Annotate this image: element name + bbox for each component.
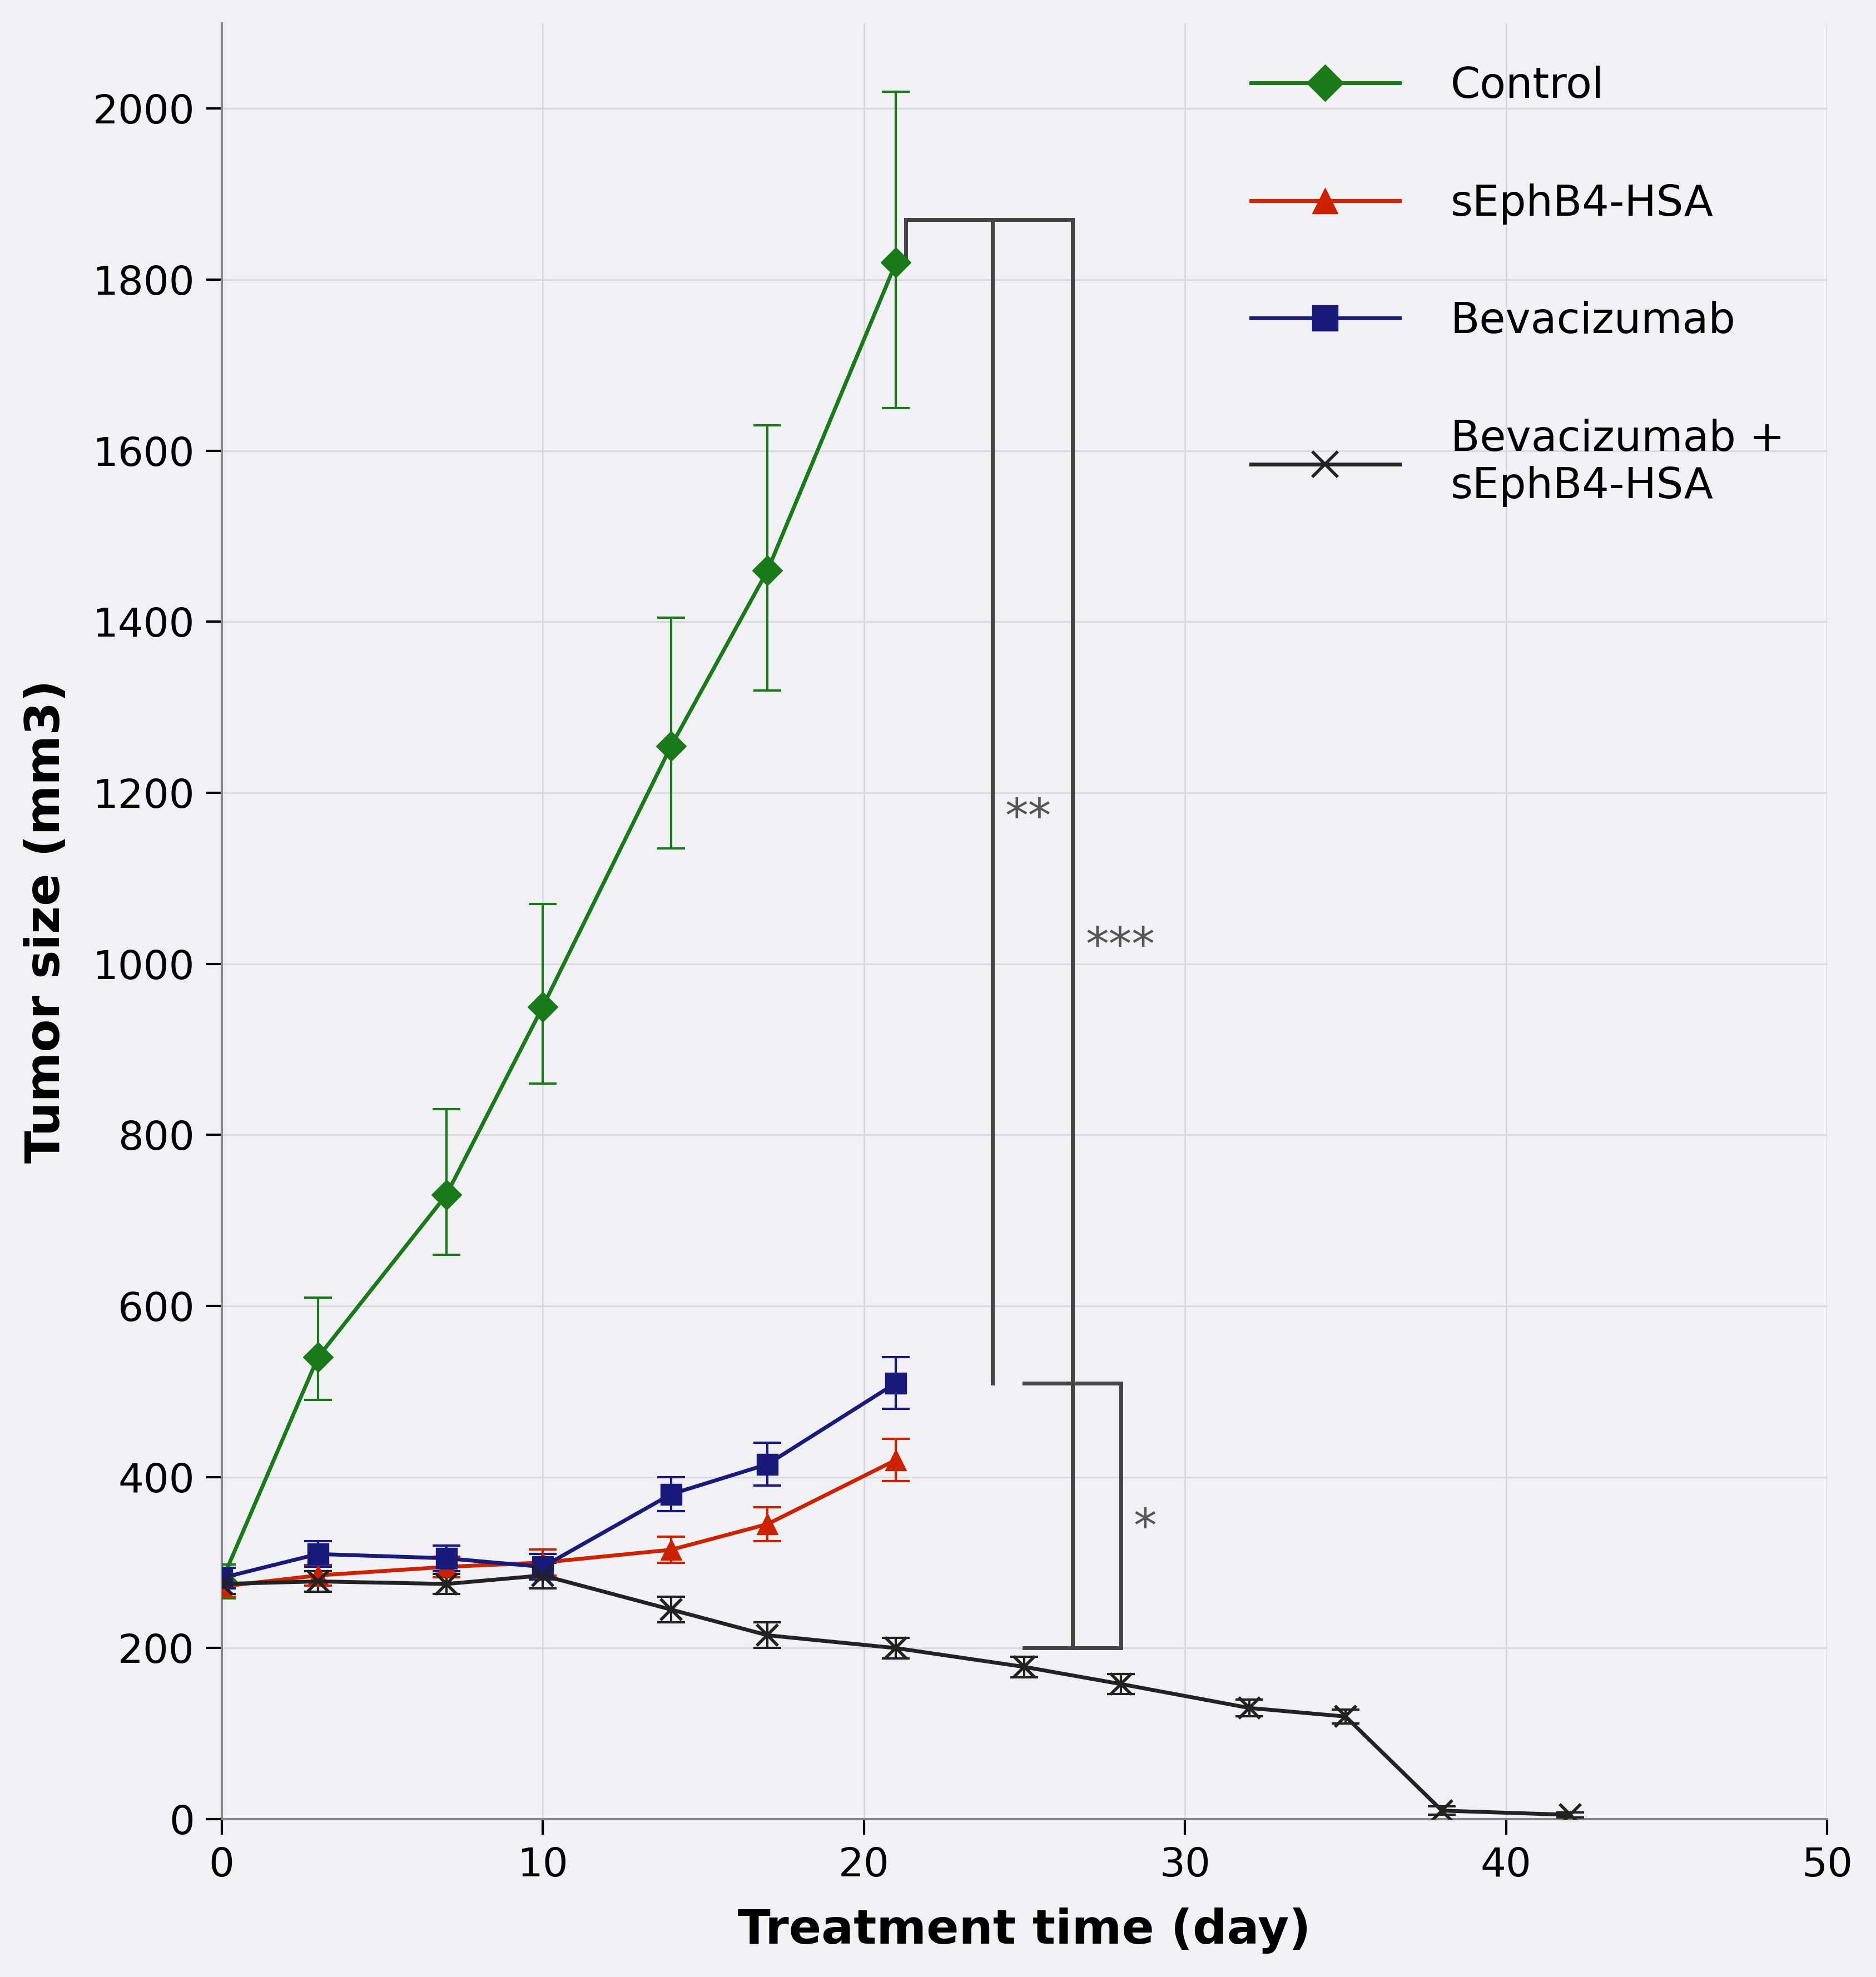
Legend: Control, sEphB4-HSA, Bevacizumab, Bevacizumab +
sEphB4-HSA: Control, sEphB4-HSA, Bevacizumab, Bevaci… — [1229, 43, 1807, 528]
Text: ***: *** — [1086, 925, 1156, 969]
Text: *: * — [1133, 1506, 1157, 1550]
Y-axis label: Tumor size (mm3): Tumor size (mm3) — [23, 680, 69, 1162]
Text: **: ** — [1006, 797, 1051, 840]
X-axis label: Treatment time (day): Treatment time (day) — [737, 1908, 1311, 1953]
